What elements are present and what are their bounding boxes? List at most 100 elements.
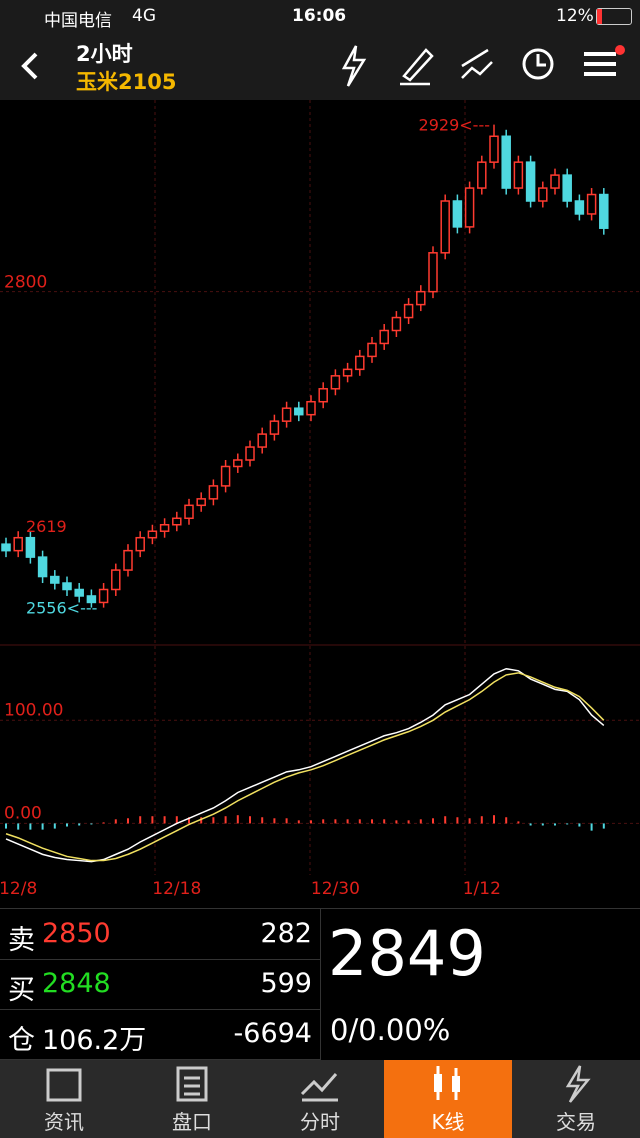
- quote-panel: 卖 2850 282 买 2848 599 仓 106.2万 -6694 2849 0/0.00…: [0, 908, 640, 1061]
- candle-body: [538, 187, 548, 202]
- tab-icon: [434, 1066, 460, 1100]
- quote-volume: 282: [260, 918, 312, 949]
- tab[interactable]: 交易: [512, 1060, 640, 1138]
- draw-icon[interactable]: [400, 48, 434, 86]
- carrier: 中国电信: [44, 11, 112, 31]
- y-tick-label: 0.00: [4, 803, 42, 823]
- quote-row: 仓 106.2万 -6694: [0, 1009, 320, 1060]
- tab-icon: [300, 1073, 338, 1102]
- menu-icon[interactable]: [584, 45, 625, 76]
- candle-body: [147, 530, 158, 539]
- status-bar: 中国电信 4G 16:06 12%: [0, 0, 640, 32]
- dea-line: [5, 672, 605, 862]
- candle-body: [172, 517, 182, 526]
- candle-body: [135, 536, 145, 552]
- symbol: 玉米2105: [76, 70, 177, 94]
- change: 0/0.00%: [330, 1013, 451, 1047]
- tab-label: 分时: [300, 1110, 340, 1134]
- tab-icon: [565, 1065, 591, 1103]
- x-tick-label: 12/8: [0, 879, 37, 899]
- candle-body: [586, 193, 597, 215]
- clock-icon[interactable]: [522, 48, 554, 80]
- candle-body: [98, 588, 109, 604]
- tab-icon: [46, 1068, 82, 1102]
- candle-body: [550, 174, 560, 189]
- candle-body: [37, 556, 48, 578]
- candle-body: [245, 446, 255, 461]
- header: 2小时 玉米2105: [0, 32, 640, 100]
- candle-body: [1, 543, 11, 552]
- candle-body: [477, 161, 487, 189]
- quote-label: 仓: [8, 1025, 35, 1056]
- candle-body: [574, 200, 585, 215]
- tab-label: 盘口: [172, 1110, 212, 1134]
- ref-label: 2619: [26, 517, 67, 536]
- quote-label: 买: [8, 975, 35, 1006]
- toolbar: [341, 45, 625, 87]
- candle-body: [403, 303, 414, 319]
- candle-body: [355, 355, 365, 371]
- quote-row: 买 2848 599: [0, 959, 320, 1010]
- tab-label: 交易: [556, 1110, 596, 1134]
- candle-body: [233, 459, 243, 468]
- flash-icon[interactable]: [341, 45, 367, 87]
- candle-body: [62, 582, 72, 591]
- candle-body: [281, 407, 292, 422]
- quote-price: 106.2万: [42, 1025, 147, 1056]
- x-tick-label: 1/12: [463, 879, 501, 899]
- candle-body: [440, 200, 450, 254]
- candle-body: [428, 252, 438, 293]
- candle-body: [269, 420, 280, 435]
- candle-body: [452, 200, 463, 228]
- candle-body: [318, 388, 328, 403]
- candle-body: [379, 329, 389, 345]
- quote-volume: 599: [260, 968, 312, 999]
- quote-row: 卖 2850 282: [0, 909, 320, 960]
- quote-volume: -6694: [233, 1018, 312, 1049]
- candle-body: [367, 342, 377, 358]
- candle-body: [306, 400, 316, 416]
- candle-body: [13, 536, 23, 552]
- back-button[interactable]: [10, 32, 50, 100]
- network: 4G: [132, 6, 156, 26]
- tab[interactable]: K线: [384, 1060, 512, 1138]
- candle-body: [196, 498, 206, 507]
- y-tick-label: 2800: [4, 273, 47, 293]
- candle-body: [50, 575, 60, 584]
- tab-label: K线: [431, 1110, 465, 1134]
- tab-bar: 资讯 盘口 分时 K线 交易: [0, 1060, 640, 1138]
- x-tick-label: 12/30: [311, 879, 360, 899]
- tab[interactable]: 分时: [256, 1060, 384, 1138]
- candle-body: [391, 316, 402, 332]
- quote-price: 2850: [42, 918, 111, 949]
- candle-body: [513, 161, 524, 189]
- x-tick-label: 12/18: [152, 879, 201, 899]
- candle-body: [342, 368, 353, 377]
- chart: 2800 12/8 12/18 12/30 1/12 2929<--- 2556<--- 26…: [0, 100, 640, 899]
- candle-body: [220, 465, 231, 487]
- candle-body: [208, 485, 219, 500]
- battery-icon: [596, 8, 632, 25]
- candle-body: [416, 290, 426, 306]
- battery: 12%: [556, 6, 594, 26]
- time: 16:06: [292, 6, 347, 26]
- y-tick-label: 100.00: [4, 700, 63, 720]
- tab-icon: [176, 1066, 208, 1102]
- candle-body: [599, 193, 609, 229]
- candle-body: [74, 588, 84, 597]
- min-label: 2556<---: [26, 599, 97, 618]
- period: 2小时: [76, 42, 133, 66]
- candle-body: [464, 187, 475, 228]
- tab[interactable]: 盘口: [128, 1060, 256, 1138]
- candle-body: [562, 174, 572, 202]
- last-price: 2849: [328, 917, 486, 990]
- tab-label: 资讯: [44, 1110, 84, 1134]
- candle-body: [489, 135, 499, 163]
- candle-body: [25, 536, 36, 558]
- candle-body: [86, 595, 97, 604]
- candle-body: [501, 135, 511, 189]
- candle-body: [111, 569, 121, 591]
- tab[interactable]: 资讯: [0, 1060, 128, 1138]
- line-icon[interactable]: [461, 48, 493, 79]
